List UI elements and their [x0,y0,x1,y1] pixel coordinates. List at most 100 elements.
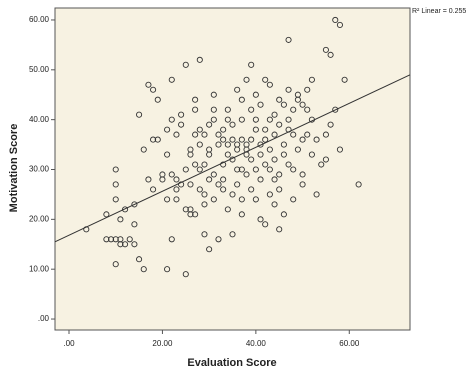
point [196,56,203,63]
point [215,141,222,148]
point [154,96,161,103]
x-tick-label: .00 [63,339,75,348]
point [126,236,133,243]
point [243,171,250,178]
point [112,166,119,173]
point [122,206,129,213]
y-tick-label: 40.00 [29,115,50,124]
point [215,131,222,138]
point [178,121,185,128]
point [187,146,194,153]
point [276,171,283,178]
point [271,131,278,138]
point [304,106,311,113]
point [262,126,269,133]
point [173,176,180,183]
point [252,126,259,133]
point [220,186,227,193]
point [145,81,152,88]
point [299,101,306,108]
point [238,136,245,143]
point [112,236,119,243]
point [117,241,124,248]
point [122,241,129,248]
point [210,116,217,123]
fit-line [54,74,411,243]
point [271,176,278,183]
point [266,166,273,173]
y-tick-label: 30.00 [29,165,50,174]
point [276,226,283,233]
point [266,146,273,153]
point [299,136,306,143]
point [299,171,306,178]
point [201,191,208,198]
point [257,176,264,183]
point [299,181,306,188]
point [136,111,143,118]
point [192,96,199,103]
point [173,196,180,203]
point [168,116,175,123]
point [182,61,189,68]
point [168,76,175,83]
point [206,151,213,158]
point [196,126,203,133]
point [290,131,297,138]
point [220,176,227,183]
point [210,91,217,98]
point [224,116,231,123]
point [187,211,194,218]
y-tick-label: 60.00 [29,15,50,24]
point [280,151,287,158]
point [266,191,273,198]
point [201,201,208,208]
point [276,186,283,193]
point [234,166,241,173]
point [150,136,157,143]
y-tick-label: 10.00 [29,264,50,273]
point [290,196,297,203]
point [257,151,264,158]
point [112,181,119,188]
point [182,166,189,173]
point [248,106,255,113]
point [206,246,213,253]
point [234,86,241,93]
point [322,156,329,163]
point [252,166,259,173]
point [192,161,199,168]
point [290,106,297,113]
point [215,181,222,188]
point [304,131,311,138]
point [252,196,259,203]
point [196,186,203,193]
point [280,211,287,218]
point [234,181,241,188]
point [210,106,217,113]
point [271,156,278,163]
point [238,96,245,103]
point [262,76,269,83]
point [103,236,110,243]
point [257,141,264,148]
point [257,216,264,223]
point [159,171,166,178]
point [140,146,147,153]
point [210,196,217,203]
point [294,146,301,153]
point [271,201,278,208]
point [336,21,343,28]
point [229,121,236,128]
point [224,206,231,213]
point [280,101,287,108]
y-tick-label: .00 [38,314,50,323]
point [248,61,255,68]
point [252,116,259,123]
point [196,141,203,148]
point [266,81,273,88]
point [182,206,189,213]
point [229,136,236,143]
point [276,96,283,103]
